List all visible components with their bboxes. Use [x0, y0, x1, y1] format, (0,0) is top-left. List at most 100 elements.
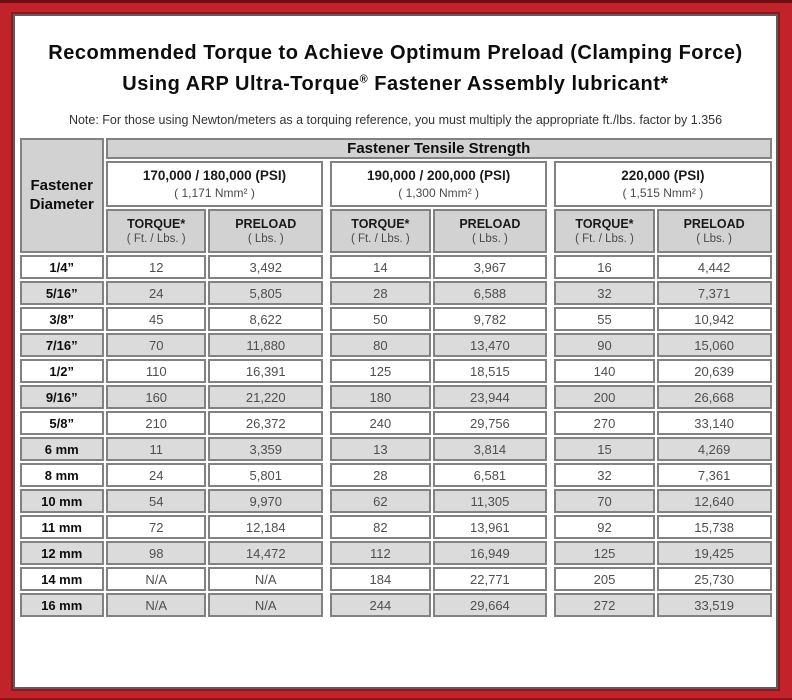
- preload-value-cell: 26,372: [208, 411, 324, 435]
- diameter-cell: 5/8”: [19, 411, 104, 435]
- preload-value-cell: 15,738: [656, 515, 772, 539]
- psi-header-row: 170,000 / 180,000 (PSI) ( 1,171 Nmm² ) 1…: [20, 161, 772, 207]
- table-row: 14 mm N/A N/A 184 22,771 205 25,730: [19, 567, 772, 591]
- preload-value-cell: 5,801: [208, 463, 324, 487]
- psi-group-2-header: 190,000 / 200,000 (PSI) ( 1,300 Nmm² ): [330, 161, 548, 207]
- preload-value-cell: 4,269: [656, 437, 772, 461]
- preload-value-cell: 12,184: [208, 515, 324, 539]
- column-gap: [325, 161, 328, 207]
- torque-unit: ( Ft. / Lbs. ): [350, 233, 410, 245]
- torque-value-cell: N/A: [105, 593, 207, 617]
- psi-group-1-header: 170,000 / 180,000 (PSI) ( 1,171 Nmm² ): [105, 161, 324, 207]
- preload-value-cell: 8,622: [208, 307, 324, 331]
- column-header-row: TORQUE* ( Ft. / Lbs. ) PRELOAD ( Lbs. ) …: [20, 209, 772, 253]
- torque-value-cell: 110: [105, 359, 207, 383]
- preload-value-cell: 5,805: [208, 281, 324, 305]
- torque-value-cell: 13: [330, 437, 431, 461]
- column-gap: [325, 489, 328, 513]
- preload-value-cell: 3,967: [432, 255, 548, 279]
- preload-value-cell: 7,361: [656, 463, 772, 487]
- preload-value-cell: 23,944: [432, 385, 548, 409]
- preload-value-cell: 15,060: [656, 333, 772, 357]
- preload-label: PRELOAD: [235, 217, 297, 231]
- preload-value-cell: 19,425: [656, 541, 772, 565]
- psi-group-3-nmm: ( 1,515 Nmm² ): [622, 186, 704, 200]
- table-row: 5/8” 210 26,372 240 29,756 270 33,140: [19, 411, 772, 435]
- preload-value-cell: 3,814: [432, 437, 548, 461]
- preload-value-cell: 18,515: [432, 359, 548, 383]
- title-line-1: Recommended Torque to Achieve Optimum Pr…: [48, 42, 743, 64]
- diameter-cell: 6 mm: [19, 437, 104, 461]
- table-row: 5/16” 24 5,805 28 6,588 32 7,371: [19, 281, 772, 305]
- torque-value-cell: 16: [554, 255, 655, 279]
- preload-value-cell: 11,305: [432, 489, 548, 513]
- preload-label: PRELOAD: [459, 217, 521, 231]
- preload-unit: ( Lbs. ): [472, 233, 508, 245]
- preload-value-cell: 6,588: [432, 281, 548, 305]
- torque-value-cell: 180: [330, 385, 431, 409]
- column-gap: [549, 515, 552, 539]
- preload-value-cell: 13,961: [432, 515, 548, 539]
- table-row: 8 mm 24 5,801 28 6,581 32 7,361: [19, 463, 772, 487]
- column-gap: [549, 307, 552, 331]
- torque-unit: ( Ft. / Lbs. ): [575, 233, 634, 245]
- torque-value-cell: 32: [554, 463, 655, 487]
- column-gap: [549, 255, 552, 279]
- psi-group-2-label: 190,000 / 200,000 (PSI): [366, 168, 511, 183]
- diameter-cell: 8 mm: [19, 463, 104, 487]
- torque-label: TORQUE*: [127, 217, 186, 231]
- table-row: 3/8” 45 8,622 50 9,782 55 10,942: [19, 307, 772, 331]
- torque-value-cell: 82: [330, 515, 431, 539]
- diameter-cell: 16 mm: [19, 593, 104, 617]
- preload-value-cell: 33,140: [656, 411, 772, 435]
- preload-value-cell: 22,771: [432, 567, 548, 591]
- diameter-cell: 1/4”: [19, 255, 104, 279]
- preload-value-cell: 29,756: [432, 411, 548, 435]
- table-row: 7/16” 70 11,880 80 13,470 90 15,060: [19, 333, 772, 357]
- torque-value-cell: 90: [554, 333, 655, 357]
- torque-value-cell: 54: [105, 489, 207, 513]
- torque-value-cell: 28: [330, 463, 431, 487]
- column-gap: [549, 385, 552, 409]
- frame-top-edge: [0, 0, 792, 3]
- table-row: 10 mm 54 9,970 62 11,305 70 12,640: [19, 489, 772, 513]
- tensile-strength-row: Fastener Diameter Fastener Tensile Stren…: [19, 138, 772, 253]
- torque-value-cell: 62: [330, 489, 431, 513]
- torque-value-cell: 184: [330, 567, 431, 591]
- preload-value-cell: 29,664: [432, 593, 548, 617]
- preload-value-cell: N/A: [208, 567, 324, 591]
- column-gap: [549, 359, 552, 383]
- column-gap: [325, 307, 328, 331]
- tensile-strength-header: Fastener Tensile Strength: [105, 138, 772, 159]
- preload-value-cell: 21,220: [208, 385, 324, 409]
- diameter-cell: 10 mm: [19, 489, 104, 513]
- note-text: Note: For those using Newton/meters as a…: [68, 113, 723, 127]
- preload-value-cell: 6,581: [432, 463, 548, 487]
- column-gap: [549, 437, 552, 461]
- torque-value-cell: 125: [554, 541, 655, 565]
- diameter-cell: 7/16”: [19, 333, 104, 357]
- corner-header-fastener-diameter: Fastener Diameter: [19, 138, 104, 253]
- column-gap: [325, 541, 328, 565]
- table-row: 16 mm N/A N/A 244 29,664 272 33,519: [19, 593, 772, 617]
- preload-value-cell: 3,359: [208, 437, 324, 461]
- column-gap: [325, 359, 328, 383]
- psi-group-1-nmm: ( 1,171 Nmm² ): [174, 186, 255, 200]
- frame-bottom-edge: [0, 698, 792, 700]
- column-gap: [325, 281, 328, 305]
- preload-value-cell: 16,391: [208, 359, 324, 383]
- column-gap: [325, 567, 328, 591]
- preload-value-cell: 12,640: [656, 489, 772, 513]
- preload-unit: ( Lbs. ): [696, 233, 733, 245]
- torque-value-cell: 92: [554, 515, 655, 539]
- psi-group-3-header: 220,000 (PSI) ( 1,515 Nmm² ): [554, 161, 772, 207]
- column-gap: [325, 209, 328, 253]
- preload-value-cell: 14,472: [208, 541, 324, 565]
- preload-value-cell: 7,371: [656, 281, 772, 305]
- column-gap: [549, 567, 552, 591]
- torque-unit: ( Ft. / Lbs. ): [126, 233, 186, 245]
- torque-value-cell: 70: [554, 489, 655, 513]
- column-gap: [549, 161, 552, 207]
- psi-group-3-label: 220,000 (PSI): [621, 168, 705, 183]
- title-line-2: Using ARP Ultra-Torque: [122, 73, 360, 95]
